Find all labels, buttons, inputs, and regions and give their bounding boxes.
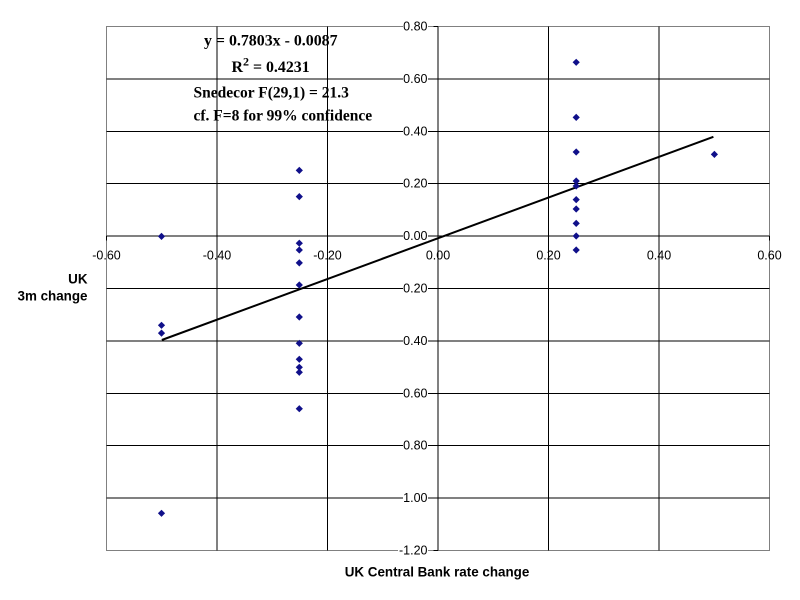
svg-text:0.80: 0.80 <box>403 20 427 34</box>
svg-text:1.00: 1.00 <box>403 491 427 505</box>
svg-text:-0.60: -0.60 <box>92 249 121 263</box>
svg-text:0.20: 0.20 <box>536 249 560 263</box>
svg-text:0.20: 0.20 <box>403 282 427 296</box>
svg-text:0.60: 0.60 <box>757 249 781 263</box>
svg-text:0.80: 0.80 <box>403 439 427 453</box>
svg-text:0.00: 0.00 <box>426 249 450 263</box>
svg-text:3m change: 3m change <box>18 289 88 304</box>
svg-text:-1.20: -1.20 <box>399 544 428 558</box>
svg-text:UK: UK <box>68 272 88 287</box>
svg-text:0.40: 0.40 <box>647 249 671 263</box>
svg-text:0.20: 0.20 <box>403 177 427 191</box>
svg-text:0.40: 0.40 <box>403 124 427 138</box>
svg-text:0.00: 0.00 <box>403 229 427 243</box>
svg-text:y = 0.7803x - 0.0087: y = 0.7803x - 0.0087 <box>204 33 338 50</box>
svg-text:Snedecor F(29,1) = 21.3: Snedecor F(29,1) = 21.3 <box>194 85 350 102</box>
svg-text:R2 = 0.4231: R2 = 0.4231 <box>232 55 310 77</box>
svg-text:cf. F=8 for 99% confidence: cf. F=8 for 99% confidence <box>194 108 373 125</box>
svg-text:-0.20: -0.20 <box>313 249 342 263</box>
svg-text:0.40: 0.40 <box>403 334 427 348</box>
svg-text:0.60: 0.60 <box>403 386 427 400</box>
svg-text:-0.40: -0.40 <box>203 249 232 263</box>
svg-text:0.60: 0.60 <box>403 72 427 86</box>
svg-text:UK Central Bank rate change: UK Central Bank rate change <box>345 565 530 580</box>
